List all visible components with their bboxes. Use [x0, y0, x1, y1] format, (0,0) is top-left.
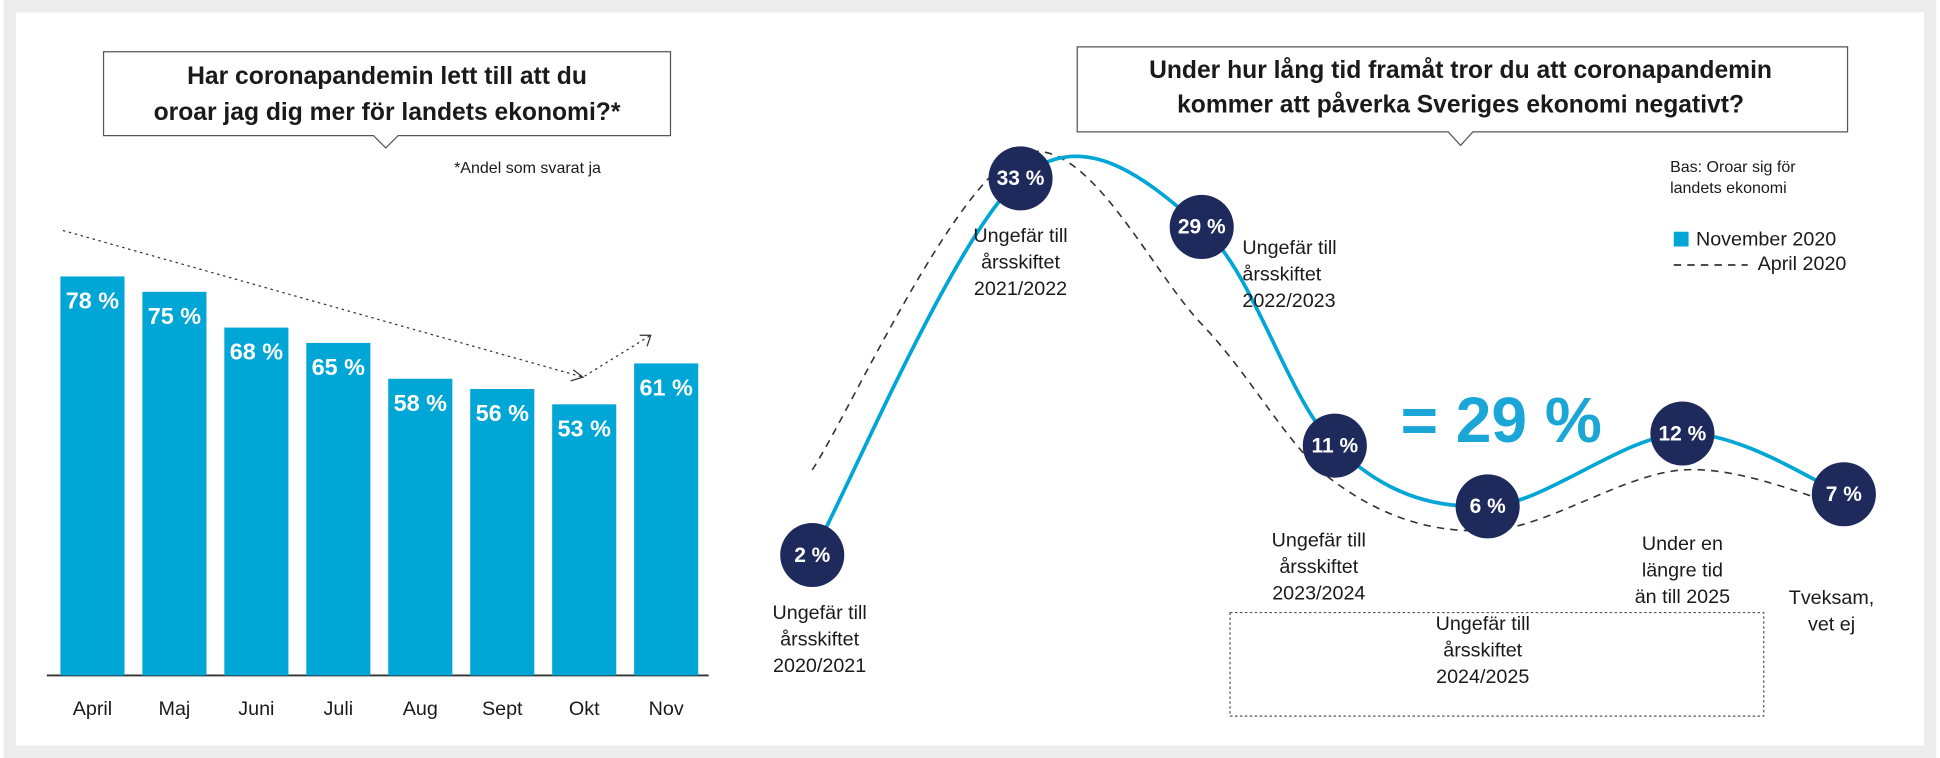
x-tick-label: Ungefär till: [1242, 237, 1336, 259]
value-label: 6 %: [1470, 495, 1506, 518]
point: [1455, 474, 1520, 539]
x-tick-label: Aug: [403, 698, 438, 720]
bar: [142, 291, 207, 676]
chart-title: Har coronapandemin lett till att du: [187, 63, 587, 90]
point: [988, 146, 1053, 211]
value-label: 7 %: [1826, 483, 1862, 506]
value-label: 65 %: [312, 354, 366, 380]
value-label: 61 %: [640, 374, 694, 400]
value-label: 12 %: [1659, 422, 1707, 445]
x-tick-label: årsskiftet: [1242, 264, 1321, 286]
x-tick-label: årsskiftet: [981, 251, 1060, 273]
x-tick-label: Juni: [238, 698, 274, 720]
arrow-head: [570, 369, 585, 382]
x-tick-label: 2023/2024: [1272, 582, 1365, 604]
x-tick-label: Ungefär till: [772, 602, 866, 624]
series-line: [811, 150, 1845, 532]
x-tick-label: Nov: [649, 698, 684, 720]
point: [1302, 413, 1367, 478]
x-tick-label: Sept: [482, 698, 523, 720]
legend-swatch: [1673, 231, 1689, 247]
x-tick-label: Okt: [569, 698, 600, 720]
bar: [634, 363, 699, 676]
value-label: 2 %: [794, 544, 830, 567]
x-tick-label: 2022/2023: [1242, 290, 1335, 312]
x-tick-label: Ungefär till: [1272, 529, 1366, 551]
x-tick-label: Ungefär till: [1436, 613, 1530, 635]
value-label: 58 %: [394, 390, 448, 416]
x-tick-label: årsskiftet: [1443, 640, 1522, 662]
x-tick-label: Ungefär till: [973, 225, 1067, 247]
x-tick-label: vet ej: [1808, 614, 1855, 636]
x-tick-label: årsskiftet: [1279, 556, 1358, 578]
chart-title: oroar jag dig mer för landets ekonomi?*: [154, 99, 621, 126]
bar: [388, 378, 453, 676]
legend-label: November 2020: [1696, 229, 1836, 251]
point: [1169, 194, 1234, 260]
bar: [224, 327, 289, 676]
value-label: 75 %: [148, 303, 202, 329]
value-label: 78 %: [66, 288, 120, 314]
value-label: 53 %: [558, 415, 612, 441]
title-box: [1076, 46, 1849, 147]
legend-label: April 2020: [1758, 253, 1847, 275]
x-tick-label: Juli: [324, 698, 354, 720]
point: [1650, 401, 1715, 466]
x-tick-label: längre tid: [1642, 559, 1723, 581]
bar: [552, 404, 617, 676]
value-label: 56 %: [476, 400, 530, 426]
point: [1811, 462, 1876, 527]
x-tick-label: April: [73, 698, 112, 720]
x-tick-label: 2024/2025: [1436, 666, 1529, 688]
chart-title: kommer att påverka Sveriges ekonomi nega…: [1177, 92, 1744, 119]
note: landets ekonomi: [1670, 179, 1787, 197]
x-tick-label: Maj: [159, 698, 191, 720]
value-label: 11 %: [1312, 434, 1359, 457]
value-label: 29 %: [1178, 216, 1226, 239]
note: Bas: Oroar sig för: [1670, 158, 1796, 176]
title-box: [102, 51, 672, 149]
x-tick-label: än till 2025: [1635, 586, 1730, 608]
value-label: 68 %: [230, 339, 284, 365]
x-tick-label: 2021/2022: [974, 278, 1067, 300]
x-tick-label: 2020/2021: [773, 655, 866, 677]
note: *Andel som svarat ja: [454, 159, 601, 177]
bar: [470, 388, 535, 676]
arrow-head: [639, 334, 652, 347]
x-tick-label: Tveksam,: [1789, 587, 1874, 609]
x-tick-label: årsskiftet: [780, 628, 859, 650]
point: [780, 522, 845, 588]
trend-arrow: [62, 229, 652, 378]
dashed-box: [1229, 611, 1765, 717]
bar: [306, 342, 371, 676]
x-tick-label: Under en: [1642, 533, 1723, 555]
value-label: 33 %: [997, 167, 1045, 190]
chart-title: Under hur lång tid framåt tror du att co…: [1149, 57, 1772, 84]
annotation: = 29 %: [1401, 384, 1602, 456]
bar: [60, 276, 125, 676]
